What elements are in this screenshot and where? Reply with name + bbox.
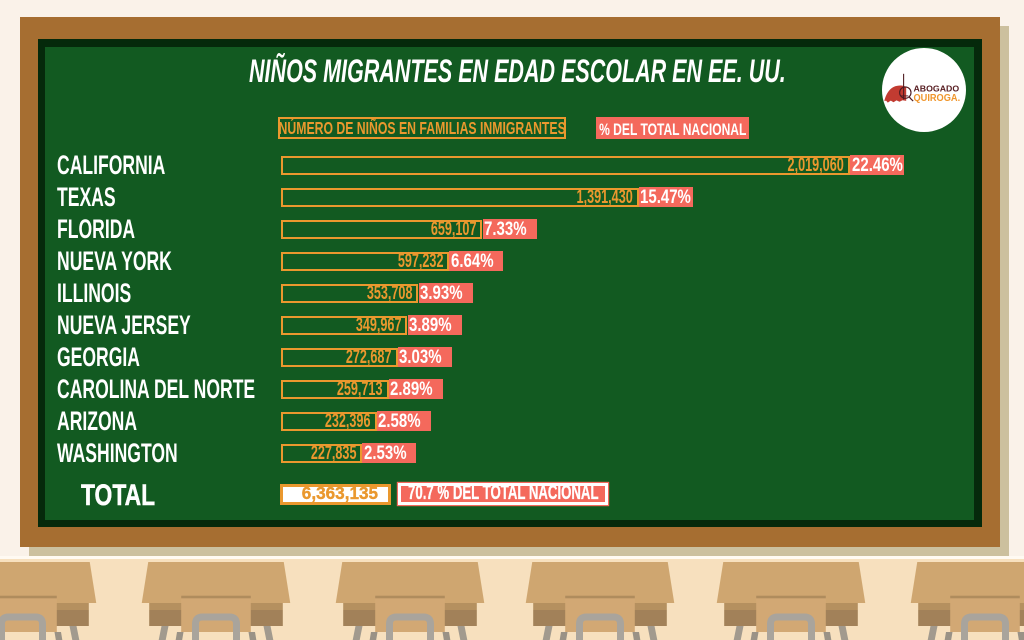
svg-text:ABOGADO: ABOGADO <box>914 84 960 94</box>
svg-text:QUIROGA.: QUIROGA. <box>914 93 961 105</box>
